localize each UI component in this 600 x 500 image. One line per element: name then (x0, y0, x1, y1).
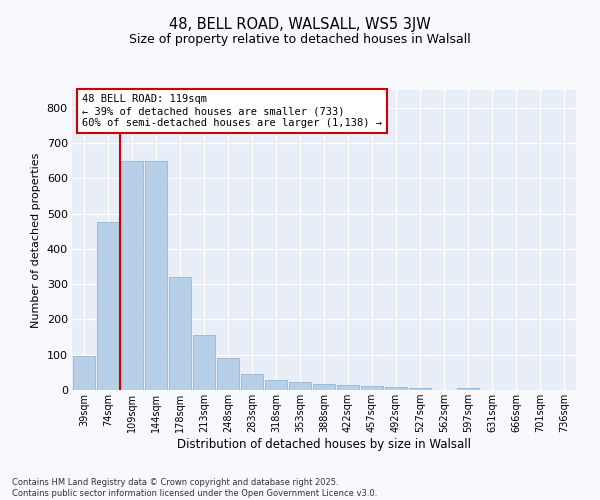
Y-axis label: Number of detached properties: Number of detached properties (31, 152, 41, 328)
Bar (361, 386, 383, 390)
Bar (289, 382, 311, 390)
Bar (241, 374, 263, 390)
Bar (409, 388, 431, 390)
Text: 48 BELL ROAD: 119sqm
← 39% of detached houses are smaller (733)
60% of semi-deta: 48 BELL ROAD: 119sqm ← 39% of detached h… (82, 94, 382, 128)
Bar (265, 380, 287, 390)
Bar (313, 384, 335, 390)
Bar (121, 160, 143, 390)
Bar (145, 160, 167, 390)
Bar (217, 358, 239, 390)
Bar (97, 222, 119, 390)
Text: 48, BELL ROAD, WALSALL, WS5 3JW: 48, BELL ROAD, WALSALL, WS5 3JW (169, 18, 431, 32)
Text: Size of property relative to detached houses in Walsall: Size of property relative to detached ho… (129, 32, 471, 46)
Bar (193, 336, 215, 390)
Bar (457, 388, 479, 390)
Bar (337, 384, 359, 390)
X-axis label: Distribution of detached houses by size in Walsall: Distribution of detached houses by size … (177, 438, 471, 451)
Bar (385, 387, 407, 390)
Bar (169, 277, 191, 390)
Bar (73, 356, 95, 390)
Text: Contains HM Land Registry data © Crown copyright and database right 2025.
Contai: Contains HM Land Registry data © Crown c… (12, 478, 377, 498)
